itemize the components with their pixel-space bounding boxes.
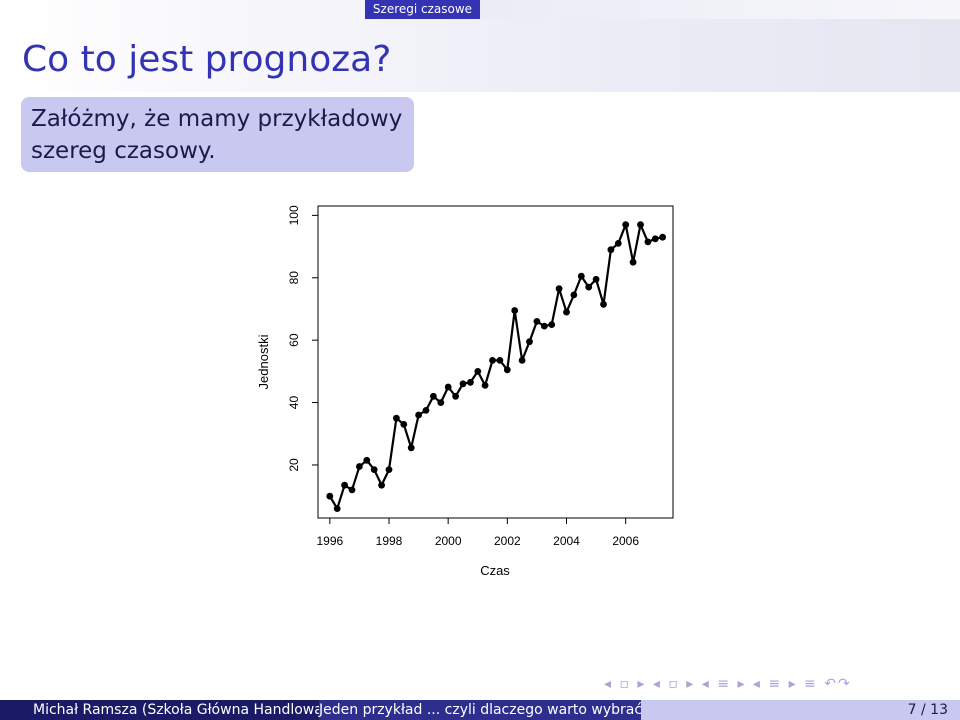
section-right-filler [480, 0, 960, 19]
x-tick-label: 2000 [435, 534, 462, 548]
data-point [333, 505, 341, 512]
x-tick-label: 1998 [376, 534, 403, 548]
x-axis: 1996 1998 2000 2002 2004 2006 [316, 518, 639, 548]
data-point [585, 283, 593, 291]
data-point [400, 421, 408, 428]
y-axis-label: Jednostki [256, 334, 271, 389]
data-point [570, 291, 578, 299]
data-point [444, 383, 452, 391]
data-point [348, 486, 356, 494]
y-tick-label: 60 [287, 333, 301, 347]
data-point [503, 366, 511, 374]
x-tick-label: 2002 [494, 534, 521, 548]
footer-middle: Jeden przykład ... czyli dlaczego warto … [319, 700, 689, 720]
footer-author: Michał Ramsza (Szkoła Główna Handlowa) [33, 702, 329, 718]
data-point [511, 307, 519, 314]
data-point [526, 338, 533, 346]
data-point [430, 392, 437, 400]
data-point [341, 481, 348, 489]
data-point [437, 399, 445, 406]
data-point [326, 492, 334, 500]
data-point [356, 463, 363, 470]
data-point [393, 414, 400, 422]
data-point [459, 380, 467, 388]
frame-title: Co to jest prognoza? [22, 39, 392, 80]
series-points [326, 221, 666, 512]
series-path [328, 223, 663, 510]
y-axis: 20 40 60 80 100 [287, 205, 319, 472]
x-tick-label: 1996 [316, 534, 343, 548]
data-point [452, 392, 459, 400]
section-label[interactable]: Szeregi czasowe [365, 0, 480, 19]
data-point [467, 378, 474, 386]
footer: Michał Ramsza (Szkoła Główna Handlowa) J… [0, 700, 960, 720]
data-point [555, 285, 563, 293]
data-point [407, 444, 415, 452]
data-point [600, 300, 607, 308]
y-tick-label: 20 [287, 458, 301, 472]
data-point [363, 456, 371, 464]
block-text: Załóżmy, że mamy przykładowy szereg czas… [31, 106, 403, 164]
data-point [540, 322, 548, 330]
data-point [533, 318, 541, 325]
y-tick-label: 100 [287, 205, 301, 225]
data-point [637, 221, 644, 229]
beamer-navigation[interactable]: ◂ ▫ ▸ ◂ ▫ ▸ ◂ ≡ ▸ ◂ ≡ ▸ ≡ ↶↷ [604, 676, 852, 692]
page-number: 7 / 13 [907, 702, 948, 718]
data-point [644, 238, 652, 246]
data-point [370, 466, 378, 473]
text-block: Załóżmy, że mamy przykładowy szereg czas… [21, 97, 414, 172]
data-point [607, 246, 615, 254]
data-point [629, 258, 637, 266]
x-tick-label: 2006 [612, 534, 639, 548]
x-tick-label: 2004 [553, 534, 580, 548]
data-point [415, 411, 422, 419]
section-navigation: Szeregi czasowe [0, 0, 960, 19]
data-point [651, 235, 659, 243]
data-point [518, 357, 526, 364]
data-point [563, 308, 570, 316]
data-point [422, 407, 430, 414]
data-point [614, 240, 622, 247]
data-point [474, 368, 482, 375]
data-point [659, 233, 666, 241]
footer-right: 7 / 13 [641, 700, 960, 720]
y-tick-label: 80 [287, 271, 301, 285]
x-axis-label: Czas [480, 563, 510, 578]
data-point [548, 321, 556, 328]
data-point [481, 382, 489, 389]
time-series-chart: 1996 1998 2000 2002 2004 2006 20 40 60 80 100 Cza… [256, 205, 674, 578]
data-point [489, 357, 496, 364]
data-point [592, 275, 600, 283]
footer-left: Michał Ramsza (Szkoła Główna Handlowa) [0, 700, 328, 720]
series-line [328, 223, 663, 510]
data-point [577, 272, 585, 280]
data-point [385, 466, 393, 473]
data-point [378, 481, 385, 489]
data-point [496, 357, 504, 364]
data-point [622, 221, 630, 229]
y-tick-label: 40 [287, 396, 301, 410]
footer-title: Jeden przykład ... czyli dlaczego warto … [319, 702, 690, 718]
